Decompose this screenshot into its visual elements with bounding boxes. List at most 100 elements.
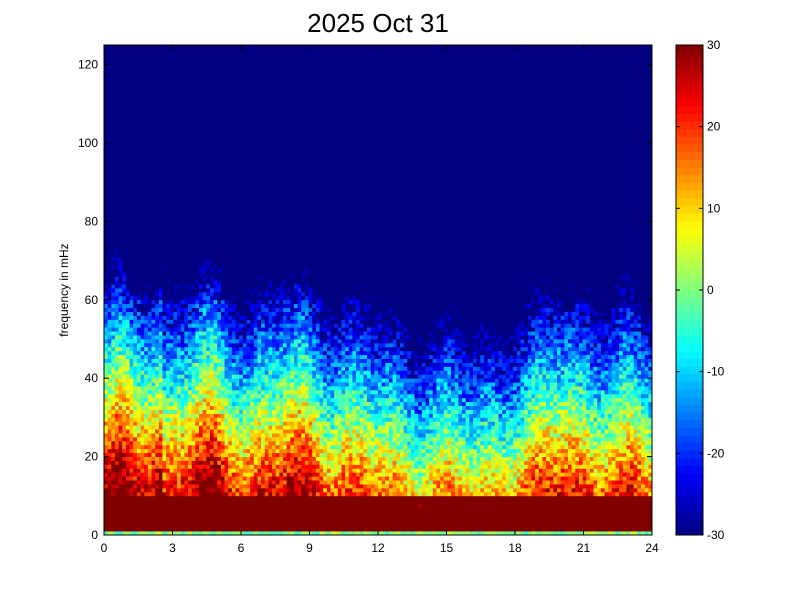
heatmap-cell (133, 460, 138, 465)
heatmap-cell (188, 272, 193, 277)
heatmap-cell (129, 519, 134, 524)
heatmap-cell (140, 362, 145, 367)
heatmap-cell (198, 405, 204, 410)
heatmap-cell (184, 515, 189, 520)
heatmap-cell (162, 217, 167, 222)
heatmap-cell (209, 237, 214, 242)
heatmap-cell (122, 56, 127, 62)
heatmap-cell (114, 76, 120, 81)
heatmap-cell (166, 268, 171, 273)
heatmap-cell (209, 241, 214, 246)
heatmap-cell (107, 241, 112, 246)
heatmap-cell (177, 382, 182, 387)
heatmap-cell (184, 311, 189, 316)
heatmap-cell (125, 421, 130, 426)
heatmap-cell (107, 440, 112, 446)
heatmap-cell (180, 456, 185, 461)
heatmap-cell (195, 515, 200, 520)
heatmap-cell (220, 433, 225, 438)
heatmap-cell (144, 531, 149, 536)
heatmap-cell (107, 60, 112, 65)
heatmap-cell (158, 519, 163, 524)
heatmap-cell (209, 339, 214, 344)
heatmap-cell (122, 295, 127, 301)
heatmap-cell (224, 182, 229, 187)
heatmap-cell (202, 499, 207, 505)
heatmap-cell (202, 80, 207, 85)
heatmap-cell (158, 64, 163, 69)
heatmap-cell (140, 178, 145, 183)
heatmap-cell (198, 523, 204, 528)
heatmap-cell (118, 190, 123, 195)
heatmap-cell (191, 480, 196, 485)
heatmap-cell (166, 354, 171, 359)
heatmap-cell (202, 303, 207, 309)
heatmap-cell (242, 182, 247, 187)
heatmap-cell (140, 527, 145, 532)
heatmap-cell (209, 72, 214, 77)
heatmap-cell (220, 233, 225, 238)
heatmap-cell (155, 260, 160, 265)
heatmap-cell (107, 437, 112, 442)
heatmap-cell (188, 307, 193, 312)
heatmap-cell (184, 241, 189, 246)
heatmap-cell (125, 464, 130, 469)
heatmap-cell (198, 519, 204, 524)
heatmap-cell (151, 84, 156, 89)
heatmap-cell (242, 52, 247, 58)
heatmap-cell (188, 162, 193, 167)
heatmap-cell (242, 460, 247, 465)
heatmap-cell (122, 444, 127, 450)
heatmap-cell (169, 299, 174, 305)
heatmap-cell (220, 389, 225, 395)
heatmap-cell (228, 531, 233, 536)
heatmap-cell (220, 327, 225, 332)
heatmap-cell (114, 213, 120, 218)
heatmap-cell (177, 331, 182, 336)
heatmap-cell (133, 523, 138, 528)
heatmap-cell (180, 201, 185, 207)
heatmap-cell (209, 201, 214, 207)
heatmap-cell (169, 64, 174, 69)
heatmap-cell (140, 60, 145, 65)
heatmap-cell (206, 205, 211, 211)
heatmap-cell (162, 107, 167, 113)
heatmap-cell (206, 374, 211, 379)
heatmap-cell (213, 311, 218, 316)
heatmap-cell (129, 370, 134, 375)
heatmap-cell (224, 358, 229, 363)
heatmap-cell (213, 499, 218, 505)
heatmap-cell (122, 131, 127, 136)
heatmap-cell (169, 444, 174, 450)
heatmap-cell (228, 484, 233, 489)
heatmap-cell (180, 480, 185, 485)
heatmap-cell (151, 241, 156, 246)
heatmap-cell (125, 519, 130, 524)
heatmap-cell (202, 487, 207, 493)
heatmap-cell (111, 460, 116, 465)
heatmap-cell (158, 52, 163, 58)
heatmap-cell (220, 323, 225, 328)
heatmap-cell (206, 197, 211, 203)
heatmap-cell (224, 99, 229, 105)
heatmap-cell (206, 303, 211, 309)
heatmap-cell (158, 213, 163, 218)
heatmap-cell (188, 323, 193, 328)
heatmap-cell (107, 346, 112, 352)
heatmap-cell (242, 499, 247, 505)
heatmap-cell (198, 413, 204, 418)
heatmap-cell (136, 335, 141, 340)
heatmap-cell (231, 491, 236, 497)
heatmap-cell (202, 370, 207, 375)
heatmap-cell (151, 370, 156, 375)
heatmap-cell (228, 174, 233, 179)
heatmap-cell (158, 409, 163, 414)
heatmap-cell (180, 440, 185, 446)
heatmap-cell (144, 487, 149, 493)
heatmap-cell (104, 178, 109, 183)
heatmap-cell (169, 409, 174, 414)
heatmap-cell (198, 68, 204, 73)
heatmap-cell (195, 315, 200, 320)
heatmap-cell (242, 221, 247, 226)
heatmap-cell (195, 131, 200, 136)
